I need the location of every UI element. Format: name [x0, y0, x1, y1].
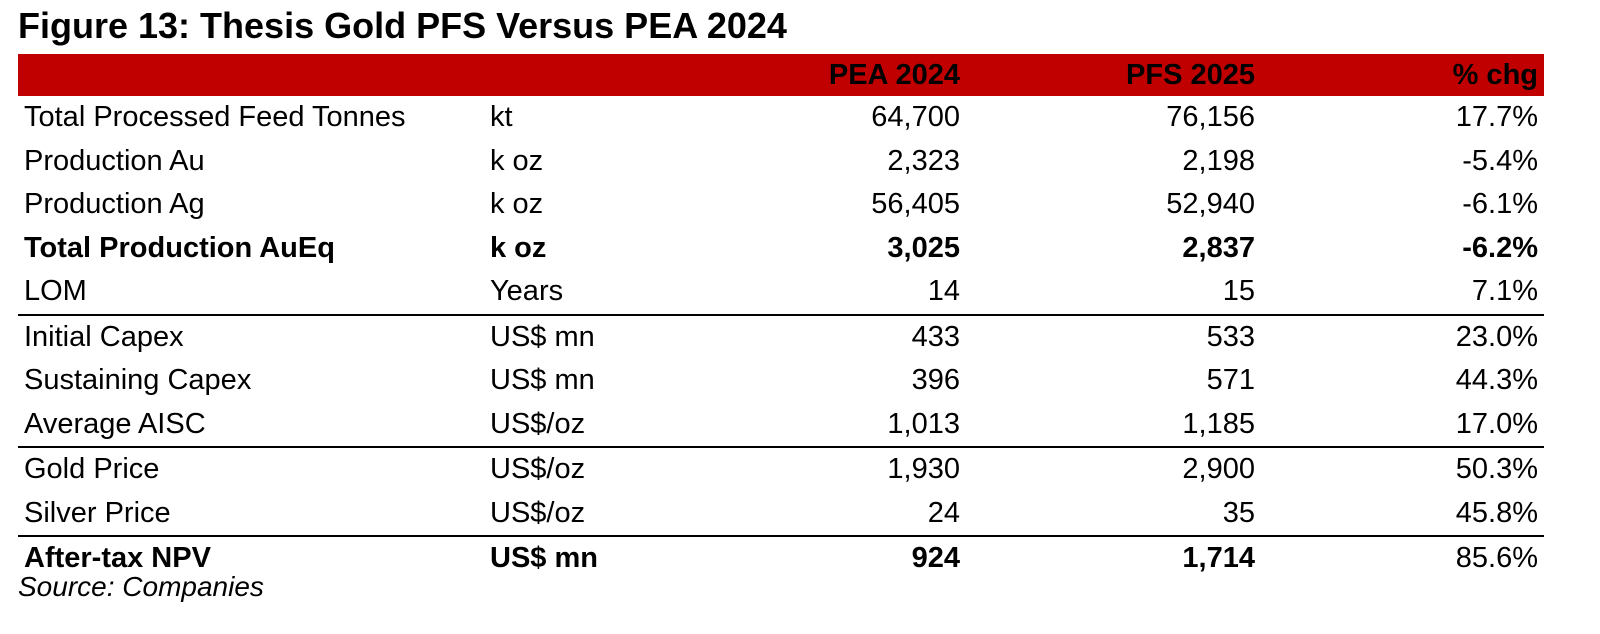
row-pea-value: 56,405 — [871, 188, 960, 220]
row-pct-change: 50.3% — [1255, 446, 1544, 492]
row-unit: US$ mn — [490, 313, 620, 359]
table-row: LOM Years 14 15 7.1% — [18, 270, 1544, 315]
row-label: Total Processed Feed Tonnes — [24, 101, 406, 133]
row-unit: k oz — [490, 231, 547, 264]
row-pfs-value: 52,940 — [1166, 188, 1255, 220]
row-unit: k oz — [490, 188, 544, 220]
table-row: Gold Price US$/oz 1,930 2,900 50.3% — [18, 446, 1544, 492]
row-label: Initial Capex — [18, 313, 490, 359]
row-label: Silver Price — [24, 496, 171, 529]
header-pct-change: % chg — [1452, 59, 1538, 91]
row-label: Average AISC — [24, 407, 206, 440]
row-pfs-value: 15 — [1222, 275, 1255, 307]
row-pea-value: 924 — [620, 535, 960, 581]
row-pea-value: 1,930 — [620, 446, 960, 492]
row-pct-change: 45.8% — [1455, 496, 1538, 529]
row-unit: US$/oz — [490, 407, 586, 440]
table-row: Initial Capex US$ mn 433 533 23.0% — [18, 313, 1544, 359]
row-pea-value: 396 — [911, 364, 960, 396]
row-unit: US$/oz — [490, 496, 586, 529]
row-unit: k oz — [490, 144, 544, 177]
row-pct-change: -6.2% — [1462, 231, 1538, 264]
header-label — [18, 54, 490, 96]
table-row: Production Ag k oz 56,405 52,940 -6.1% — [18, 183, 1544, 227]
row-pfs-value: 533 — [960, 313, 1255, 359]
table-row: Production Au k oz 2,323 2,198 -5.4% — [18, 140, 1544, 184]
row-unit: US$/oz — [490, 446, 620, 492]
row-pfs-value: 1,185 — [1182, 407, 1255, 440]
table-row: Total Production AuEq k oz 3,025 2,837 -… — [18, 227, 1544, 271]
row-label: After-tax NPV — [18, 535, 490, 581]
row-pfs-value: 35 — [1222, 496, 1255, 529]
row-pfs-value: 76,156 — [1166, 101, 1255, 133]
table-row: After-tax NPV US$ mn 924 1,714 85.6% — [18, 535, 1544, 581]
source-note: Source: Companies — [18, 571, 264, 602]
row-pfs-value: 1,714 — [960, 535, 1255, 581]
row-pct-change: 17.0% — [1455, 407, 1538, 440]
row-unit: kt — [490, 101, 513, 133]
row-pct-change: 17.7% — [1455, 101, 1538, 133]
table-row: Sustaining Capex US$ mn 396 571 44.3% — [18, 359, 1544, 403]
row-pea-value: 14 — [927, 275, 960, 307]
row-pct-change: -6.1% — [1462, 188, 1538, 220]
row-pfs-value: 2,198 — [1182, 144, 1255, 177]
row-label: Gold Price — [18, 446, 490, 492]
row-pea-value: 3,025 — [887, 231, 960, 264]
row-pea-value: 2,323 — [887, 144, 960, 177]
row-pct-change: 85.6% — [1255, 535, 1544, 581]
table-row: Total Processed Feed Tonnes kt 64,700 76… — [18, 96, 1544, 140]
row-pct-change: -5.4% — [1462, 144, 1538, 177]
row-pct-change: 44.3% — [1455, 364, 1538, 396]
row-unit: Years — [490, 275, 564, 307]
figure-title: Figure 13: Thesis Gold PFS Versus PEA 20… — [18, 5, 787, 46]
row-unit: US$ mn — [490, 364, 595, 396]
header-pfs-2025: PFS 2025 — [1126, 59, 1255, 91]
header-unit — [490, 54, 620, 96]
row-label: Total Production AuEq — [24, 231, 335, 264]
row-pea-value: 433 — [620, 313, 960, 359]
row-pea-value: 24 — [927, 496, 960, 529]
row-label: Production Ag — [24, 188, 205, 220]
comparison-table: PEA 2024 PFS 2025 % chg Total Processed … — [18, 54, 1544, 581]
row-pea-value: 64,700 — [871, 101, 960, 133]
table-header-row: PEA 2024 PFS 2025 % chg — [18, 54, 1544, 96]
row-pea-value: 1,013 — [887, 407, 960, 440]
row-pct-change: 7.1% — [1471, 275, 1538, 307]
table-row: Silver Price US$/oz 24 35 45.8% — [18, 492, 1544, 537]
row-unit: US$ mn — [490, 535, 620, 581]
row-label: Sustaining Capex — [24, 364, 252, 396]
row-label: LOM — [24, 275, 87, 307]
row-pfs-value: 2,900 — [960, 446, 1255, 492]
row-pct-change: 23.0% — [1255, 313, 1544, 359]
row-label: Production Au — [24, 144, 205, 177]
table-row: Average AISC US$/oz 1,013 1,185 17.0% — [18, 403, 1544, 448]
header-pea-2024: PEA 2024 — [828, 59, 960, 91]
row-pfs-value: 2,837 — [1182, 231, 1255, 264]
row-pfs-value: 571 — [1206, 364, 1255, 396]
